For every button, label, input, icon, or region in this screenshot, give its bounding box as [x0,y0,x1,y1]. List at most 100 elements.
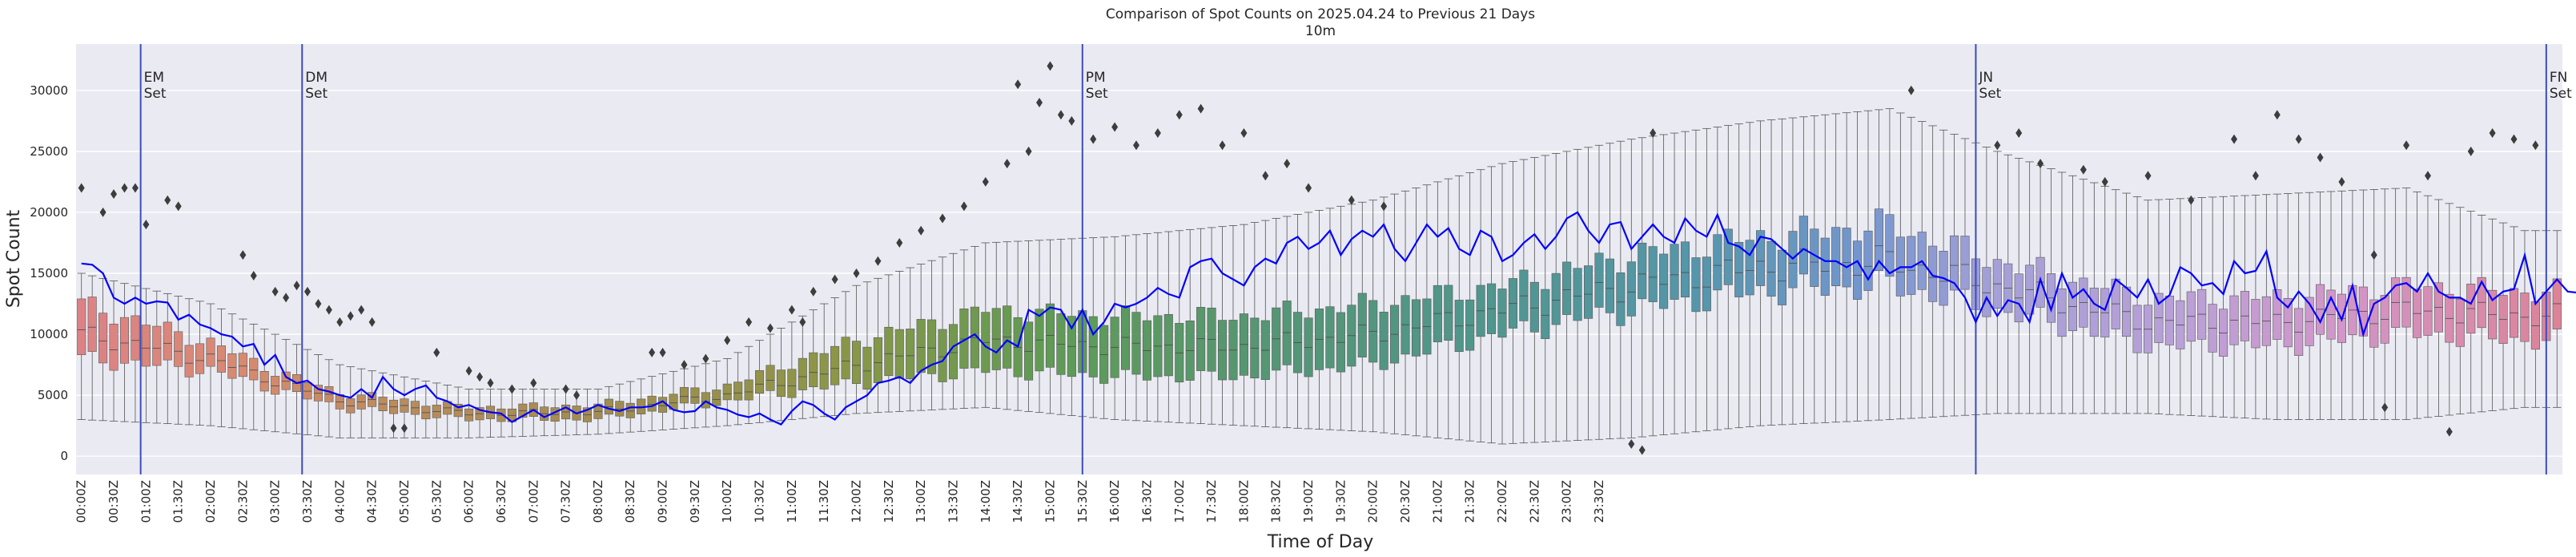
box [77,298,86,355]
outlier-point [1305,183,1312,193]
x-tick-label: 14:30Z [1011,480,1025,523]
x-tick-label: 21:30Z [1463,480,1477,523]
x-tick-label: 05:30Z [429,480,444,523]
outlier-point [702,353,709,364]
x-tick-label: 04:00Z [332,480,347,523]
outlier-point [2101,176,2108,187]
box [1702,256,1711,312]
y-tick-label: 5000 [38,388,68,402]
box [819,353,829,389]
outlier-point [1015,79,1022,90]
x-tick-label: 02:00Z [203,480,218,523]
box [851,341,862,384]
outlier-point [2489,128,2496,139]
outlier-point [164,195,171,205]
outlier-point [1057,110,1064,120]
outlier-point [1175,110,1183,120]
x-tick-label: 06:00Z [462,480,476,523]
box [131,315,140,361]
box [798,357,807,390]
outlier-series [78,61,2539,455]
box [1960,236,1970,290]
box [1810,228,1819,287]
outlier-point [2295,134,2302,144]
outlier-point [918,225,925,236]
x-tick-label: 08:00Z [591,480,605,523]
box [259,371,269,392]
box [1713,234,1722,291]
outlier-point [143,220,150,230]
outlier-point [131,183,139,193]
x-tick-label: 15:00Z [1043,480,1058,523]
box [1766,240,1776,297]
x-tick-label: 00:00Z [74,480,89,523]
x-tick-label: 11:30Z [817,480,831,523]
outlier-point [681,360,688,370]
outlier-point [358,305,365,315]
outlier-point [325,305,332,315]
outlier-point [400,423,408,434]
box [1616,272,1626,326]
y-tick-label: 15000 [30,266,68,281]
box [1573,268,1582,321]
outlier-point [982,176,989,187]
x-tick-label: 09:30Z [688,480,702,523]
chart-subtitle: 10m [1305,23,1336,39]
outlier-point [1650,128,1657,139]
box [1853,240,1863,300]
box [184,345,194,377]
x-tick-label: 08:30Z [623,480,637,523]
outlier-point [2370,250,2377,260]
box [1626,261,1636,317]
outlier-point [745,317,753,327]
x-tick-label: 23:30Z [1592,480,1606,523]
box [281,371,291,390]
box [1723,228,1733,285]
box [1777,249,1787,305]
outlier-point [1380,201,1388,212]
box [1798,216,1808,275]
x-tick-label: 02:30Z [235,480,250,523]
outlier-point [283,293,290,303]
box [906,329,915,380]
outlier-point [874,256,882,266]
outlier-point [810,286,817,297]
outlier-point [336,317,344,327]
box [658,397,668,413]
box [733,381,743,401]
y-tick-label: 30000 [30,83,68,98]
x-tick-label: 20:00Z [1366,480,1380,523]
outlier-point [1284,159,1291,169]
outlier-point [2015,128,2023,139]
box [1638,242,1647,300]
outlier-point [2144,171,2152,181]
line-series [81,211,2576,426]
outlier-point [1154,128,1161,139]
box [1820,237,1830,296]
outlier-point [2273,110,2281,120]
box [1670,244,1679,300]
outlier-point [1638,445,1646,455]
outlier-point [78,183,85,193]
outlier-point [1262,171,1269,181]
outlier-point [831,274,838,285]
box [87,297,97,352]
x-tick-label: 07:00Z [526,480,541,523]
outlier-point [2532,140,2539,151]
outlier-point [368,317,376,327]
outlier-point [2445,426,2453,437]
series-line [81,211,2576,426]
outlier-point [939,213,946,224]
x-tick-labels: 00:00Z 00:30Z 01:00Z 01:30Z 02:00Z 02:30Z 03:0… [74,480,1606,523]
outlier-point [2381,402,2389,413]
box [722,383,732,401]
x-tick-label: 18:00Z [1236,480,1251,523]
box [1541,289,1550,339]
outlier-point [562,384,569,394]
x-tick-label: 04:30Z [365,480,380,523]
box [1874,208,1884,272]
outlier-point [573,390,581,401]
box [1529,281,1539,333]
x-tick-label: 18:30Z [1269,480,1284,523]
outlier-point [1348,195,1355,205]
